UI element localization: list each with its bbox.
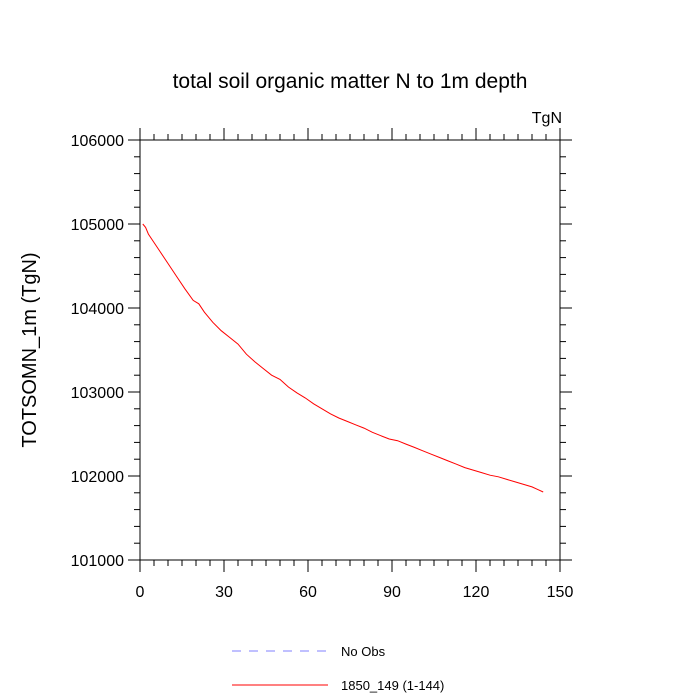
legend-label: No Obs: [341, 644, 386, 659]
legend: No Obs 1850_149 (1-144): [232, 644, 444, 693]
series-line: [142, 223, 544, 493]
y-axis-label: TOTSOMN_1m (TgN): [19, 252, 41, 447]
x-tick-label: 120: [463, 584, 490, 601]
x-tick-label: 30: [215, 584, 233, 601]
units-label: TgN: [532, 110, 562, 127]
y-tick-label: 106000: [71, 133, 124, 150]
x-tick-label: 60: [299, 584, 317, 601]
axis-ticks: 0 30 60 90 120 150 101000 102000 103000 104000 105…: [71, 128, 574, 601]
chart-title: total soil organic matter N to 1m depth: [173, 70, 528, 93]
y-tick-label: 101000: [71, 553, 124, 570]
y-tick-label: 103000: [71, 385, 124, 402]
plot-frame: [139, 139, 561, 561]
y-tick-label: 104000: [71, 301, 124, 318]
x-tick-label: 90: [383, 584, 401, 601]
x-tick-label: 150: [547, 584, 574, 601]
series-lines: [142, 223, 544, 493]
y-tick-label: 102000: [71, 469, 124, 486]
legend-label: 1850_149 (1-144): [341, 678, 444, 693]
y-tick-label: 105000: [71, 217, 124, 234]
x-tick-label: 0: [136, 584, 145, 601]
